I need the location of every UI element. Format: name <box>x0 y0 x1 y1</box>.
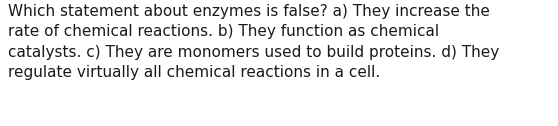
Text: Which statement about enzymes is false? a) They increase the
rate of chemical re: Which statement about enzymes is false? … <box>8 4 499 80</box>
